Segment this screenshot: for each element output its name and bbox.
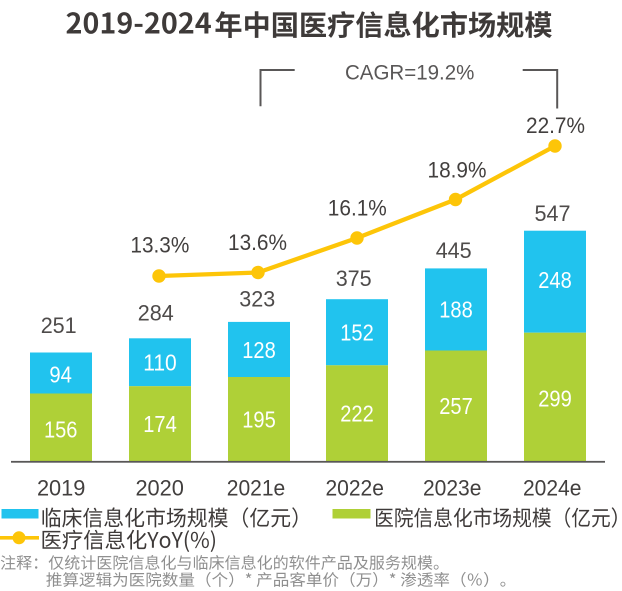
svg-text:299: 299 — [538, 386, 572, 412]
svg-text:128: 128 — [242, 337, 276, 363]
svg-text:2021e: 2021e — [227, 476, 286, 501]
svg-text:547: 547 — [535, 201, 571, 226]
svg-text:2020: 2020 — [135, 476, 184, 501]
svg-text:152: 152 — [340, 320, 374, 346]
svg-text:13.6%: 13.6% — [228, 230, 287, 255]
svg-text:188: 188 — [439, 297, 473, 323]
svg-text:16.1%: 16.1% — [328, 196, 387, 221]
svg-text:94: 94 — [49, 362, 72, 388]
svg-text:22.7%: 22.7% — [526, 113, 585, 138]
svg-text:18.9%: 18.9% — [428, 158, 487, 183]
svg-text:375: 375 — [336, 266, 372, 291]
svg-text:2024e: 2024e — [523, 476, 582, 501]
svg-text:13.3%: 13.3% — [130, 233, 189, 258]
svg-text:2019: 2019 — [37, 476, 86, 501]
svg-text:CAGR=19.2%: CAGR=19.2% — [345, 61, 475, 85]
svg-text:248: 248 — [538, 267, 572, 293]
svg-text:2022e: 2022e — [325, 476, 384, 501]
svg-text:445: 445 — [436, 238, 472, 263]
svg-text:251: 251 — [41, 313, 77, 338]
svg-text:257: 257 — [439, 393, 473, 419]
svg-text:174: 174 — [143, 411, 177, 437]
svg-text:195: 195 — [242, 407, 276, 433]
svg-text:222: 222 — [340, 401, 374, 427]
svg-text:284: 284 — [138, 301, 174, 326]
svg-text:156: 156 — [44, 417, 78, 443]
svg-text:323: 323 — [239, 287, 275, 312]
svg-text:2023e: 2023e — [423, 476, 482, 501]
svg-text:110: 110 — [143, 350, 177, 376]
